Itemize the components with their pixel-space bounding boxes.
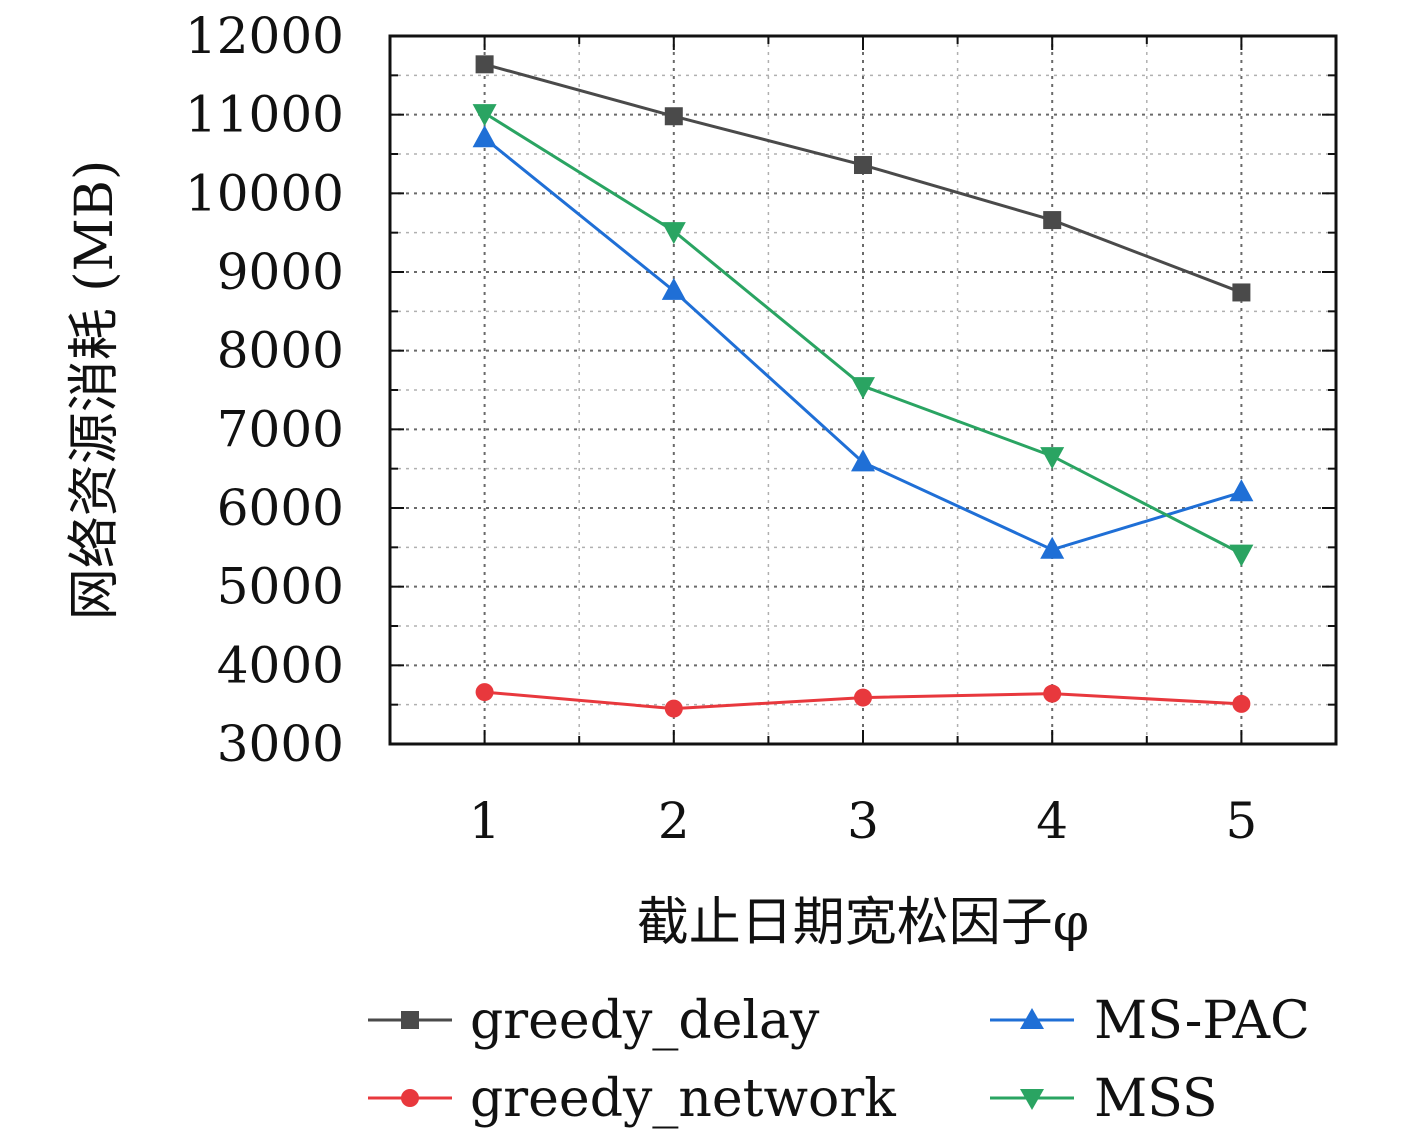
- data-point: [472, 125, 497, 148]
- data-point: [664, 107, 683, 126]
- y-tick-label: 11000: [185, 86, 344, 144]
- data-point: [664, 699, 683, 718]
- series-greedy-network: [475, 683, 1251, 718]
- data-point: [661, 277, 686, 300]
- legend-marker-triangle-down-icon: [1020, 1089, 1044, 1110]
- legend-label-greedy-delay: greedy_delay: [470, 991, 820, 1051]
- series-ms-pac: [472, 125, 1254, 559]
- legend-marker-square-icon: [401, 1011, 419, 1029]
- data-point: [1232, 283, 1251, 302]
- legend-label-greedy-network: greedy_network: [470, 1069, 896, 1129]
- legend-item-greedy-delay: greedy_delay: [368, 991, 820, 1051]
- y-tick-label: 3000: [217, 715, 344, 773]
- legend-item-greedy-network: greedy_network: [368, 1069, 896, 1129]
- x-tick-label: 4: [1036, 792, 1068, 850]
- x-tick-label: 1: [469, 792, 501, 850]
- data-point: [661, 222, 686, 245]
- y-tick-label: 9000: [217, 243, 344, 301]
- x-tick-label: 3: [847, 792, 879, 850]
- data-point: [1232, 694, 1251, 713]
- data-point: [854, 156, 872, 175]
- series-line: [484, 62, 1242, 294]
- x-tick-label: 2: [658, 792, 690, 850]
- data-point: [1040, 447, 1065, 470]
- legend-marker-circle-icon: [401, 1089, 419, 1107]
- y-tick-label: 10000: [185, 164, 344, 222]
- data-point: [851, 377, 875, 400]
- data-point: [1043, 684, 1062, 703]
- data-point: [475, 683, 494, 702]
- data-point: [854, 688, 872, 707]
- y-tick-label: 12000: [185, 7, 344, 65]
- legend-item-ms-pac: MS-PAC: [990, 991, 1310, 1051]
- y-tick-label: 4000: [217, 636, 344, 694]
- y-axis-label: 网络资源消耗 (MB): [65, 160, 125, 621]
- y-tick-label: 8000: [217, 322, 344, 380]
- y-tick-label: 7000: [217, 400, 344, 458]
- legend-label-ms-pac: MS-PAC: [1094, 991, 1310, 1051]
- data-point: [1040, 536, 1065, 559]
- x-tick-label: 5: [1225, 792, 1257, 850]
- data-point: [1229, 544, 1254, 567]
- series-greedy-delay: [475, 55, 1251, 302]
- series-line: [483, 137, 1242, 552]
- y-tick-label: 6000: [217, 479, 344, 537]
- legend-label-mss: MSS: [1094, 1069, 1218, 1129]
- series-lines: [472, 55, 1254, 718]
- data-point: [1229, 479, 1254, 502]
- data-point: [1043, 211, 1062, 230]
- data-point: [851, 449, 875, 472]
- legend-item-mss: MSS: [990, 1069, 1218, 1129]
- data-point: [475, 55, 494, 74]
- legend: greedy_delay greedy_network MS-PAC MSS: [368, 991, 1310, 1129]
- axis-ticks: 3000400050006000700080009000100001100012…: [185, 7, 1337, 850]
- y-tick-label: 5000: [217, 558, 344, 616]
- legend-marker-triangle-up-icon: [1020, 1008, 1044, 1029]
- series-mss: [472, 104, 1254, 567]
- x-axis-label: 截止日期宽松因子φ: [637, 893, 1089, 953]
- data-point: [472, 104, 497, 127]
